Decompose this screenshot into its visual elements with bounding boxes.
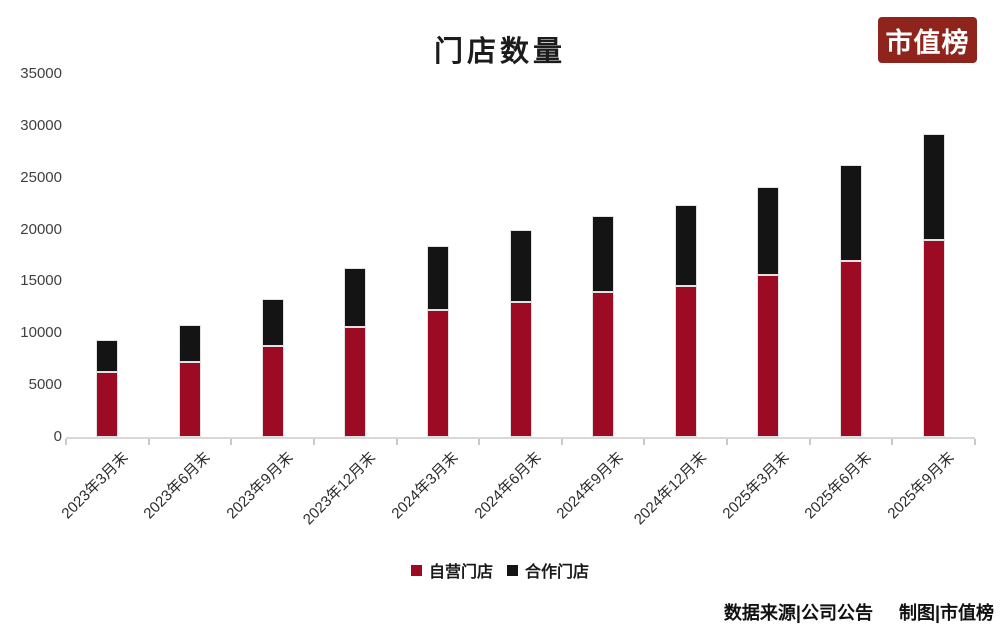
- x-axis-tick-label: 2023年9月末: [223, 449, 297, 523]
- x-axis-tick-label: 2024年12月末: [630, 449, 710, 529]
- bar-segment-partnered: [509, 229, 532, 302]
- bar-segment-self-operated: [96, 371, 119, 437]
- bar-segment-self-operated: [178, 362, 201, 437]
- legend-item-self-operated: 自营门店: [410, 558, 493, 582]
- legend-item-partnered: 合作门店: [507, 558, 589, 582]
- bar-segment-self-operated: [344, 326, 367, 437]
- x-axis-tick-label: 2025年6月末: [801, 449, 876, 523]
- bar-segment-partnered: [178, 324, 201, 363]
- x-axis-tick: [891, 439, 894, 445]
- data-source-text: 数据来源|公司公告: [723, 603, 873, 623]
- y-axis-tick-label: 15000: [20, 272, 62, 290]
- bar-segment-self-operated: [840, 261, 863, 437]
- bar-segment-partnered: [674, 205, 697, 286]
- chart-title: 门店数量: [433, 36, 566, 68]
- x-axis-tick-label: 2024年3月末: [388, 449, 462, 523]
- bar-segment-partnered: [592, 215, 615, 293]
- bar-segment-self-operated: [674, 285, 697, 437]
- x-axis-line: [66, 437, 975, 439]
- x-axis-tick-label: 2025年3月末: [719, 449, 793, 523]
- x-axis-tick: [230, 439, 233, 445]
- y-axis-tick-label: 30000: [20, 116, 62, 134]
- legend-swatch-self-operated: [410, 564, 422, 576]
- bar-segment-self-operated: [922, 240, 945, 437]
- x-axis-tick-label: 2024年9月末: [553, 449, 628, 523]
- y-axis-tick-label: 0: [53, 428, 62, 445]
- y-axis-tick-label: 25000: [20, 168, 62, 186]
- legend-label-partnered: 合作门店: [525, 564, 590, 581]
- bar-segment-partnered: [344, 268, 367, 327]
- x-axis-tick: [65, 439, 67, 445]
- bar-segment-self-operated: [757, 275, 780, 437]
- x-axis-tick: [974, 439, 976, 445]
- x-axis-tick: [395, 439, 398, 445]
- x-axis-tick-label: 2023年6月末: [140, 449, 214, 523]
- footer-credits: 数据来源|公司公告 制图|市值榜: [724, 599, 994, 625]
- bar-segment-partnered: [840, 165, 863, 261]
- legend: 自营门店 合作门店: [0, 558, 1000, 582]
- x-axis-tick: [478, 439, 481, 445]
- x-axis-tick-label: 2023年3月末: [58, 449, 132, 523]
- x-axis-tick: [560, 439, 563, 445]
- y-axis-tick-label: 10000: [20, 324, 62, 342]
- legend-label-self-operated: 自营门店: [428, 564, 493, 581]
- bar-segment-partnered: [757, 187, 780, 276]
- y-axis-tick-label: 5000: [28, 376, 62, 394]
- bar-segment-partnered: [96, 340, 119, 372]
- y-axis-tick-label: 35000: [20, 65, 62, 82]
- bar-segment-partnered: [261, 299, 284, 346]
- bar-segment-partnered: [922, 134, 945, 241]
- chart-credit-text: 制图|市值榜: [898, 603, 994, 623]
- x-axis-tick-label: 2023年12月末: [300, 449, 380, 529]
- brand-logo: 市值榜: [878, 17, 977, 63]
- x-axis-tick-label: 2024年6月末: [471, 449, 545, 523]
- bar-segment-self-operated: [261, 345, 284, 437]
- x-axis-tick: [643, 439, 646, 445]
- bar-segment-self-operated: [509, 301, 532, 437]
- bar-segment-self-operated: [426, 310, 449, 437]
- bar-segment-partnered: [426, 246, 449, 311]
- y-axis-tick-label: 20000: [20, 220, 62, 238]
- x-axis-tick: [147, 439, 150, 445]
- x-axis-tick: [312, 439, 315, 445]
- x-axis-tick: [808, 439, 811, 445]
- bar-segment-self-operated: [592, 292, 615, 437]
- legend-swatch-partnered: [507, 564, 518, 576]
- x-axis-tick-label: 2025年9月末: [884, 449, 958, 523]
- x-axis-tick: [726, 439, 729, 445]
